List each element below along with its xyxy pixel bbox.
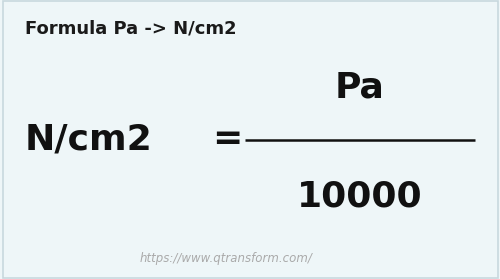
Text: Formula Pa -> N/cm2: Formula Pa -> N/cm2 (25, 20, 236, 38)
Text: 10000: 10000 (297, 180, 423, 214)
Text: =: = (212, 122, 242, 157)
Text: Pa: Pa (335, 71, 385, 105)
Text: N/cm2: N/cm2 (25, 122, 153, 157)
Text: https://www.qtransform.com/: https://www.qtransform.com/ (140, 252, 313, 265)
